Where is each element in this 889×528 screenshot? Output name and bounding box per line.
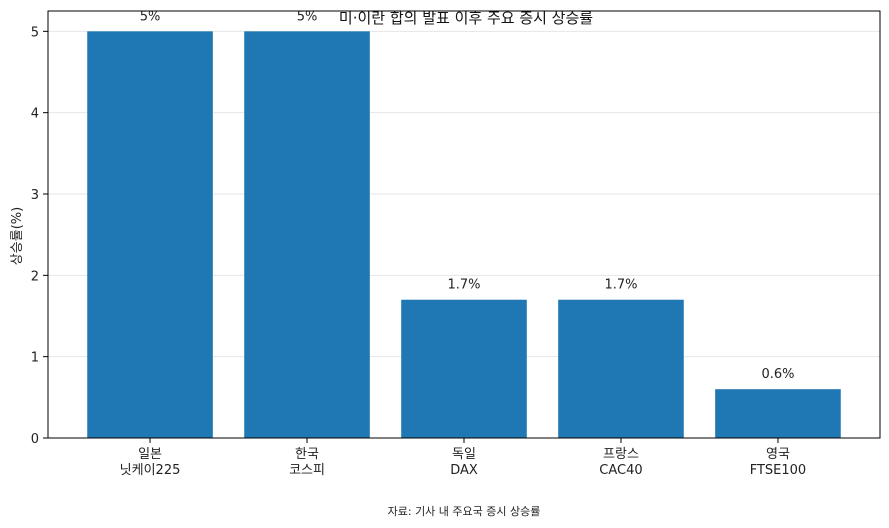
x-tick-label: FTSE100 <box>750 463 806 478</box>
y-axis-label: 상승률(%) <box>10 207 25 265</box>
bar-data-label: 5% <box>297 9 318 24</box>
source-note: 자료: 기사 내 주요국 증시 상승률 <box>388 505 541 518</box>
y-axis-ticks: 0 1 2 3 4 5 <box>31 25 48 447</box>
bar-data-label: 1.7% <box>604 278 637 293</box>
y-tick-label: 0 <box>31 432 39 447</box>
x-tick-label: 닛케이225 <box>120 463 181 478</box>
bars <box>87 31 841 438</box>
y-tick-label: 4 <box>31 107 39 122</box>
x-tick-label: 독일 <box>452 447 476 462</box>
bar-data-label: 5% <box>140 9 161 24</box>
bar <box>558 299 684 438</box>
y-tick-label: 5 <box>31 25 39 40</box>
x-tick-label: 코스피 <box>289 463 325 478</box>
bar-data-label: 1.7% <box>447 278 480 293</box>
x-tick-label: 일본 <box>138 447 162 462</box>
bar <box>87 31 213 438</box>
y-tick-label: 1 <box>31 351 39 366</box>
x-tick-label: 영국 <box>766 447 790 462</box>
bar <box>401 299 527 438</box>
x-tick-label: 한국 <box>295 447 319 462</box>
chart-title: 미·이란 합의 발표 이후 주요 증시 상승률 <box>339 9 593 27</box>
bar <box>715 389 841 438</box>
bar-data-label: 0.6% <box>761 367 794 382</box>
y-tick-label: 2 <box>31 269 39 284</box>
x-tick-label: DAX <box>450 463 478 478</box>
bar <box>244 31 370 438</box>
bar-data-labels: 5% 5% 1.7% 1.7% 0.6% <box>140 9 795 382</box>
x-tick-label: CAC40 <box>599 463 642 478</box>
y-tick-label: 3 <box>31 188 39 203</box>
x-tick-label: 프랑스 <box>603 447 639 462</box>
